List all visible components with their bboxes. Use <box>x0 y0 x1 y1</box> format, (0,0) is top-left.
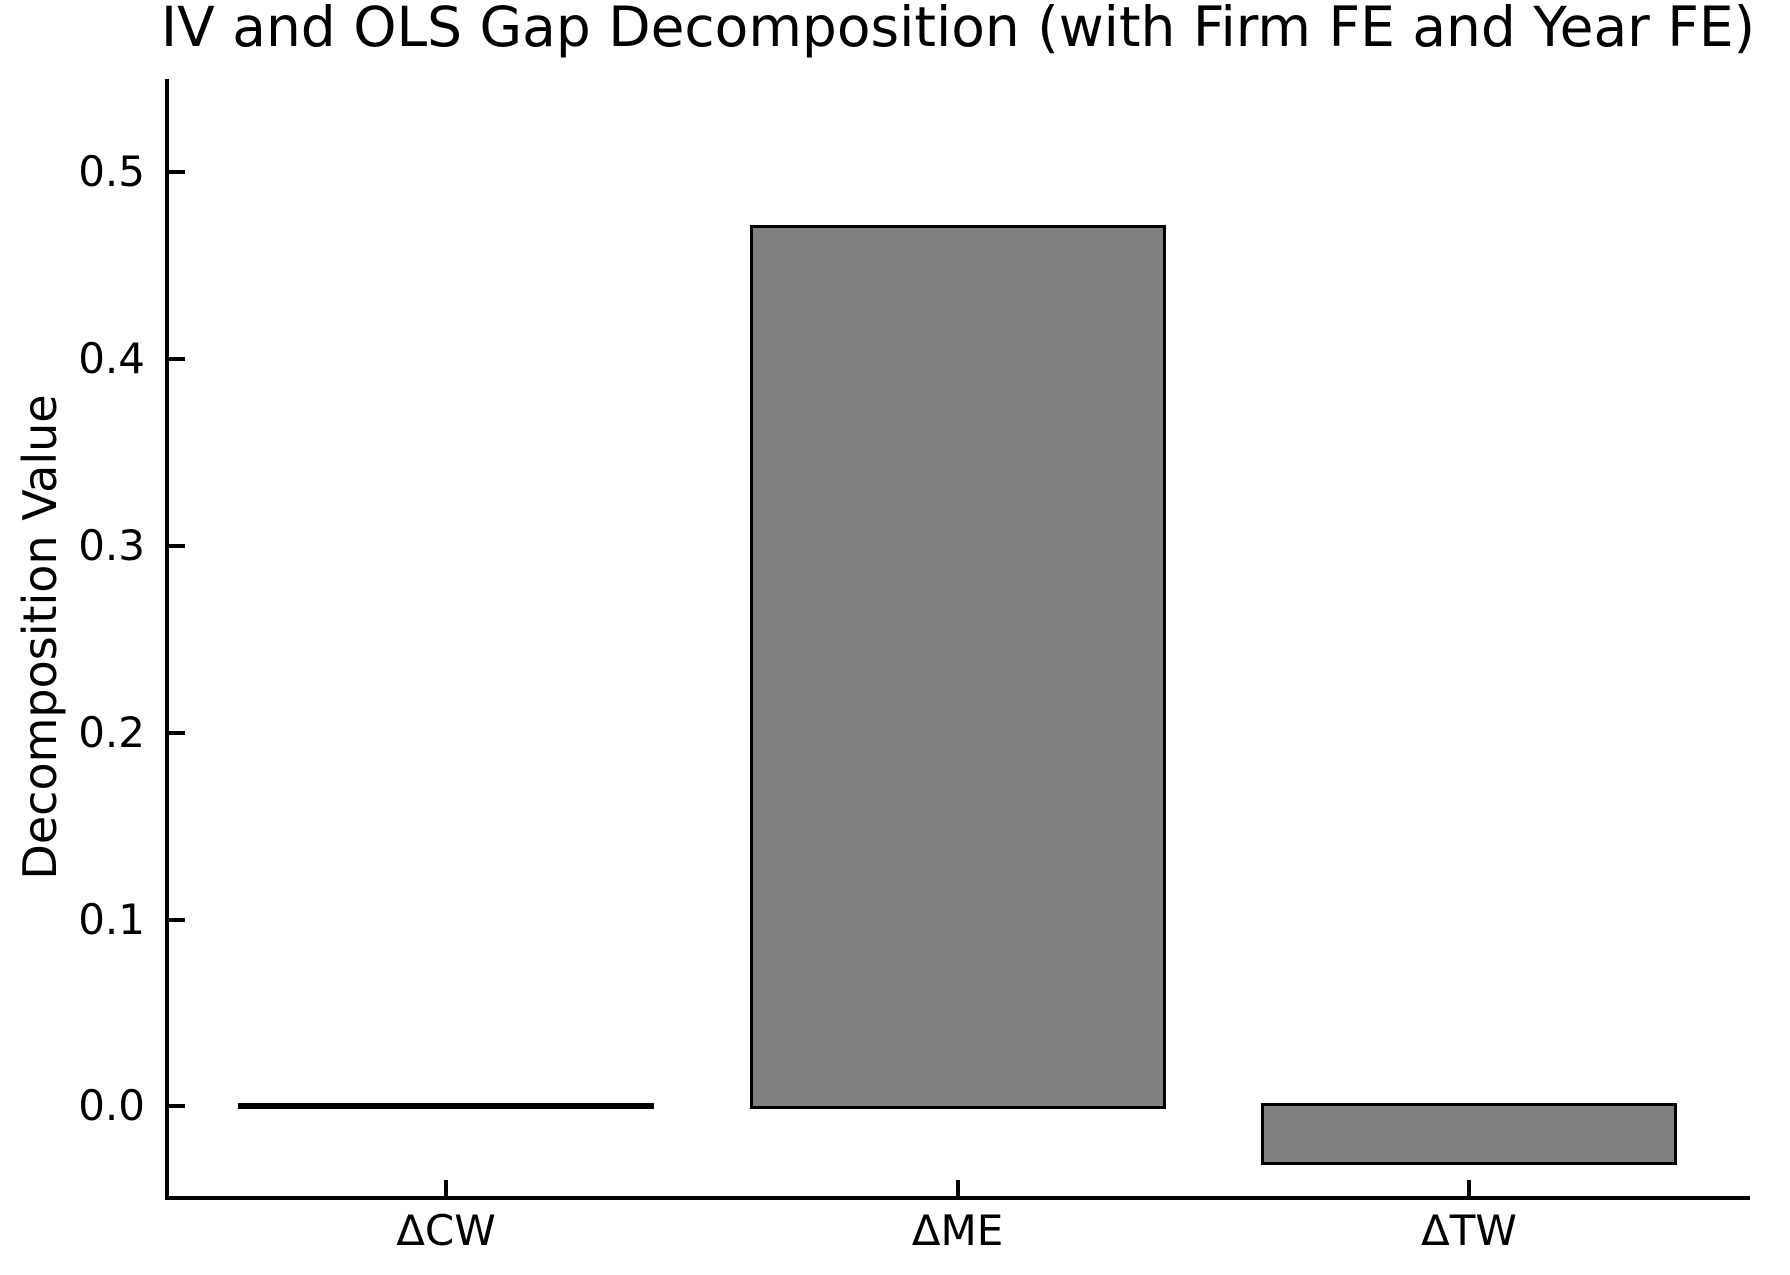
y-tick-mark <box>169 544 185 549</box>
y-axis-spine <box>165 79 169 1200</box>
bar-1 <box>749 225 1166 1110</box>
bar-0 <box>238 1103 654 1110</box>
bar-2 <box>1261 1103 1677 1166</box>
y-axis-label: Decomposition Value <box>13 394 67 880</box>
y-tick-label: 0.4 <box>78 334 145 384</box>
y-tick-label: 0.0 <box>78 1081 145 1131</box>
y-tick-label: 0.3 <box>78 521 145 571</box>
chart-title: IV and OLS Gap Decomposition (with Firm … <box>160 0 1756 59</box>
y-tick-label: 0.1 <box>78 894 145 944</box>
x-tick-mark <box>444 1180 448 1196</box>
y-tick-mark <box>169 730 185 735</box>
x-tick-mark <box>955 1180 960 1196</box>
x-tick-label: ΔCW <box>396 1206 496 1255</box>
x-tick-mark <box>1467 1180 1471 1196</box>
y-tick-mark <box>169 1104 185 1109</box>
y-tick-mark <box>169 917 185 922</box>
x-tick-label: ΔME <box>911 1206 1004 1255</box>
y-tick-label: 0.5 <box>78 147 145 197</box>
y-tick-label: 0.2 <box>78 707 145 757</box>
x-tick-label: ΔTW <box>1421 1206 1517 1255</box>
y-tick-mark <box>169 170 185 175</box>
x-axis-spine <box>165 1196 1750 1200</box>
y-tick-mark <box>169 357 185 362</box>
